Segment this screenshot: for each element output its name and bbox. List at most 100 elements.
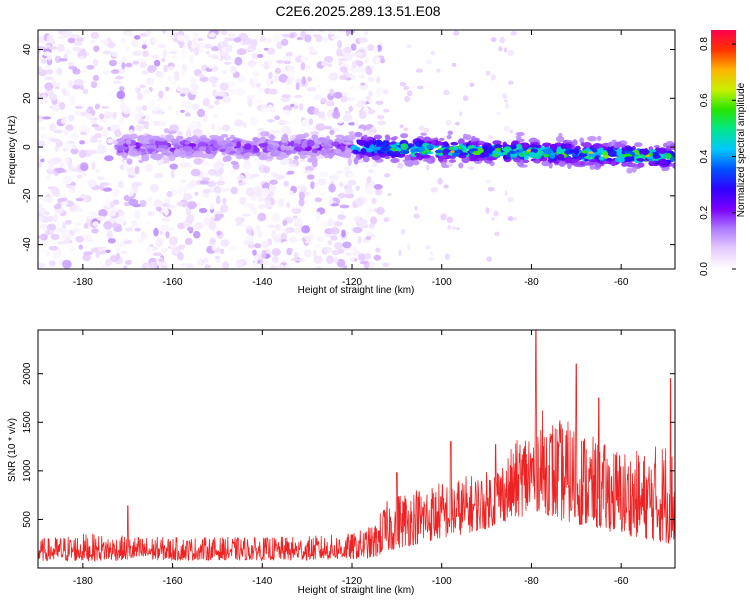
heatmap-cell: [329, 174, 340, 181]
heatmap-cell: [93, 45, 100, 52]
heatmap-cell: [125, 259, 132, 265]
heatmap-cell: [204, 263, 210, 269]
heatmap-cell: [418, 155, 423, 161]
heatmap-cell: [257, 212, 267, 222]
heatmap-cell: [506, 152, 511, 160]
heatmap-cell: [366, 147, 373, 153]
heatmap-cell: [155, 238, 164, 247]
heatmap-cell: [352, 246, 358, 253]
heatmap-cell: [210, 216, 215, 223]
heatmap-cell: [487, 146, 494, 153]
heatmap-cell: [510, 144, 517, 150]
heatmap-cell: [300, 154, 306, 159]
heatmap-cell: [246, 94, 256, 100]
heatmap-cell: [293, 252, 299, 259]
heatmap-cell: [46, 34, 54, 44]
heatmap-cell: [572, 139, 578, 146]
heatmap-cell: [51, 105, 60, 113]
heatmap-cell: [623, 150, 633, 154]
heatmap-cell: [59, 162, 65, 170]
heatmap-cell: [215, 259, 221, 263]
heatmap-cell: [420, 132, 427, 136]
heatmap-cell: [121, 62, 126, 70]
snr-y-tick-label: 500: [22, 511, 33, 528]
heatmap-cell: [73, 79, 84, 86]
heatmap-cell: [523, 154, 529, 161]
heatmap-cell: [96, 215, 107, 221]
heatmap-cell: [518, 152, 526, 158]
heatmap-cell: [38, 140, 46, 148]
heatmap-cell: [534, 153, 542, 160]
heatmap-cell: [290, 150, 297, 154]
heatmap-cell: [255, 82, 261, 88]
heatmap-cell: [177, 244, 186, 250]
heatmap-cell: [588, 159, 599, 163]
heatmap-cell: [91, 135, 98, 140]
heatmap-cell: [415, 142, 420, 146]
heatmap-cell: [498, 46, 503, 52]
heatmap-cell: [297, 257, 306, 263]
heatmap-cell: [352, 226, 363, 234]
heatmap-cell: [436, 68, 441, 73]
heatmap-cell: [41, 249, 48, 253]
heatmap-cell: [503, 47, 508, 53]
heatmap-cell: [68, 80, 74, 89]
heatmap-cell: [169, 163, 178, 170]
heatmap-cell: [112, 80, 123, 85]
heatmap-cell: [286, 202, 291, 209]
heatmap-cell: [274, 115, 281, 120]
heatmap-cell: [123, 265, 128, 269]
heatmap-cell: [338, 152, 348, 158]
heatmap-cell: [246, 225, 254, 230]
heatmap-cell: [327, 152, 336, 157]
heatmap-cell: [108, 92, 113, 96]
heatmap-cell: [206, 153, 215, 159]
heatmap-cell: [326, 135, 330, 142]
heatmap-cell: [560, 143, 566, 150]
heatmap-cell: [257, 54, 264, 58]
heatmap-cell: [592, 143, 602, 149]
heatmap-cell: [204, 43, 213, 49]
heatmap-cell: [132, 50, 142, 56]
heatmap-cell: [62, 259, 72, 269]
heatmap-cell: [423, 128, 430, 133]
heatmap-cell: [390, 144, 397, 148]
heatmap-cell: [398, 249, 402, 257]
heatmap-cell: [224, 188, 230, 192]
heatmap-cell: [82, 88, 89, 95]
heatmap-cell: [654, 145, 660, 149]
heatmap-cell: [354, 119, 360, 128]
heatmap-cell: [212, 55, 219, 60]
heatmap-cell: [193, 32, 199, 41]
heatmap-cell: [269, 265, 278, 269]
heatmap-cell: [304, 234, 314, 241]
snr-y-tick-label: 2000: [22, 362, 33, 385]
heatmap-cell: [320, 97, 327, 103]
heatmap-cell: [106, 230, 113, 240]
colorbar-label: Normalized spectral amplitude: [736, 82, 747, 217]
heatmap-cell: [57, 30, 66, 35]
heatmap-cell: [45, 44, 51, 48]
heatmap-cell: [330, 235, 338, 241]
heatmap-cell: [376, 76, 381, 84]
heatmap-cell: [250, 82, 256, 89]
heatmap-cell: [208, 146, 214, 151]
heatmap-cell: [144, 114, 150, 123]
snr-x-tick-label: -160: [163, 576, 183, 587]
heatmap-cell: [356, 52, 364, 56]
heatmap-cell: [156, 137, 166, 142]
heatmap-cell: [516, 135, 522, 141]
heatmap-cell: [280, 137, 287, 144]
heatmap-cell: [506, 138, 512, 143]
heatmap-cell: [281, 94, 291, 98]
heatmap-cell: [503, 154, 508, 160]
heatmap-cell: [165, 86, 170, 92]
heatmap-cell: [156, 206, 162, 212]
heatmap-cell: [144, 163, 153, 172]
heatmap-cell: [114, 129, 122, 138]
heatmap-cell: [348, 122, 356, 126]
heatmap-cell: [393, 151, 401, 155]
snr-x-label: Height of straight line (km): [298, 585, 415, 596]
heatmap-cell: [63, 129, 69, 136]
heatmap-cell: [190, 88, 199, 95]
